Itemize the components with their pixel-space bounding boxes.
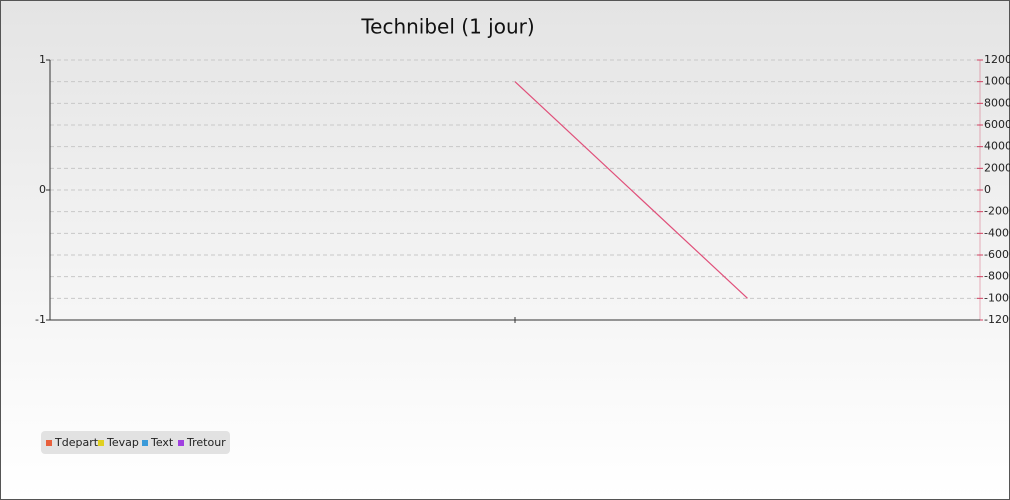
y2-tick-label: -10000 xyxy=(984,291,1010,304)
y-tick-label: 1 xyxy=(39,53,46,66)
y2-tick-label: 8000 xyxy=(984,96,1010,109)
y-tick-label: 0 xyxy=(39,183,46,196)
legend-swatch xyxy=(178,440,184,446)
y2-tick-label: -6000 xyxy=(984,248,1010,261)
legend-label: Tdepart xyxy=(54,436,99,449)
y2-tick-label: 2000 xyxy=(984,161,1010,174)
legend-swatch xyxy=(98,440,104,446)
series-line xyxy=(514,81,748,299)
y2-tick-label: 0 xyxy=(984,183,991,196)
y2-tick-label: 6000 xyxy=(984,118,1010,131)
legend-swatch xyxy=(46,440,52,446)
y2-tick-label: -8000 xyxy=(984,270,1010,283)
legend-label: Tevap xyxy=(106,436,139,449)
y2-tick-label: -12000 xyxy=(984,313,1010,326)
y2-tick-label: -2000 xyxy=(984,205,1010,218)
legend-swatch xyxy=(142,440,148,446)
y2-tick-label: 12000 xyxy=(984,53,1010,66)
y2-tick-label: -4000 xyxy=(984,226,1010,239)
legend-label: Tretour xyxy=(186,436,226,449)
legend-box xyxy=(41,431,230,454)
y-tick-label: -1 xyxy=(35,313,46,326)
y2-tick-label: 10000 xyxy=(984,75,1010,88)
legend-label: Text xyxy=(150,436,174,449)
y2-tick-label: 4000 xyxy=(984,140,1010,153)
chart-title: Technibel (1 jour) xyxy=(360,15,534,39)
